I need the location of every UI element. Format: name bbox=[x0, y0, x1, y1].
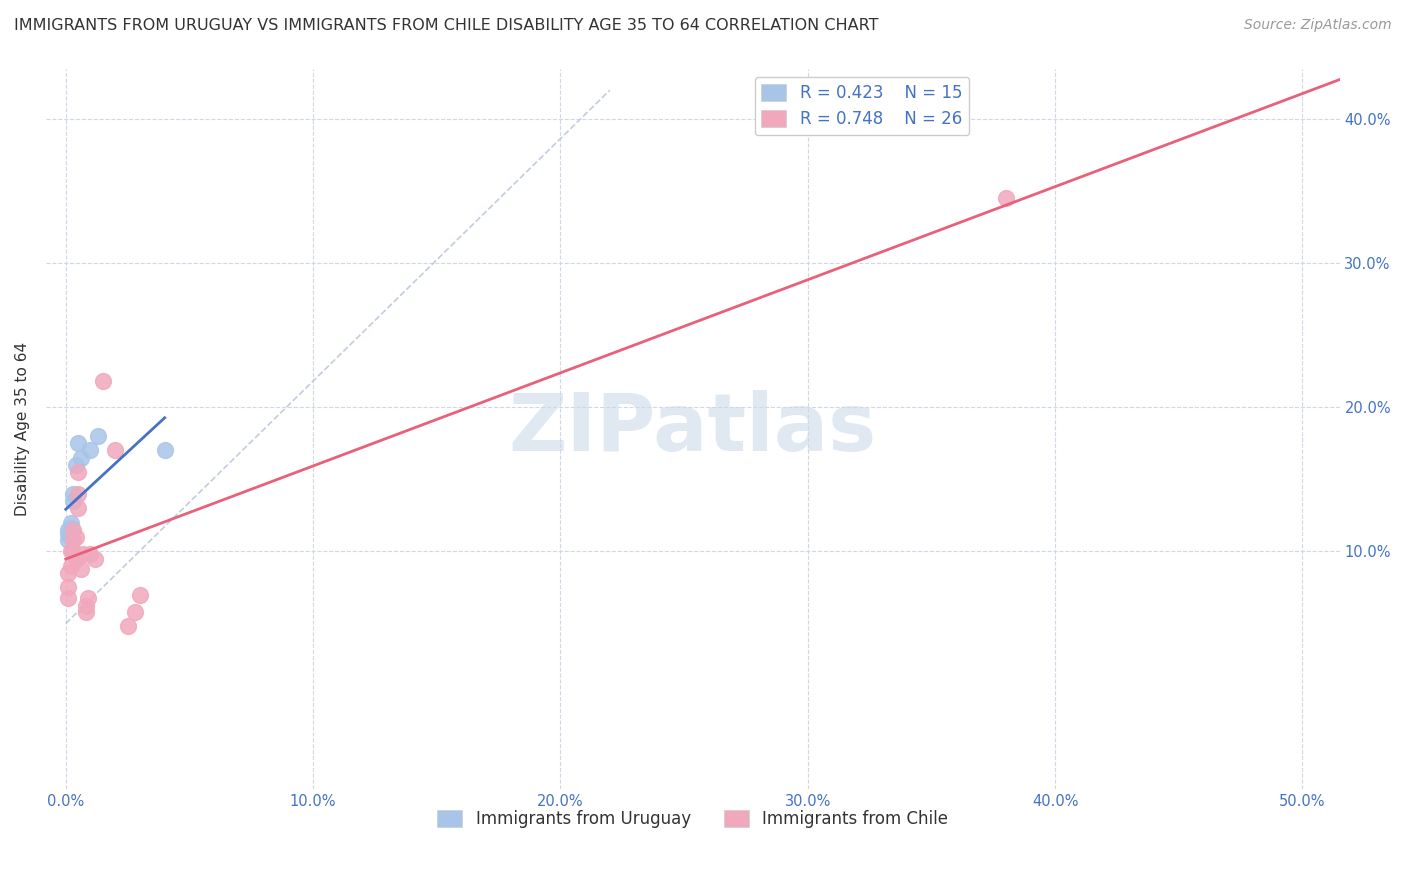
Point bbox=[58, 591, 80, 605]
Point bbox=[67, 487, 90, 501]
Point bbox=[62, 544, 84, 558]
Point bbox=[62, 487, 84, 501]
Point bbox=[65, 458, 87, 472]
Point bbox=[58, 533, 80, 547]
Point bbox=[77, 591, 100, 605]
Point bbox=[65, 530, 87, 544]
Point bbox=[58, 527, 80, 541]
Point bbox=[87, 429, 110, 443]
Y-axis label: Disability Age 35 to 64: Disability Age 35 to 64 bbox=[15, 342, 30, 516]
Point bbox=[994, 191, 1017, 205]
Point bbox=[58, 566, 80, 580]
Point bbox=[67, 465, 90, 479]
Point bbox=[117, 619, 139, 633]
Point bbox=[58, 523, 80, 537]
Legend: Immigrants from Uruguay, Immigrants from Chile: Immigrants from Uruguay, Immigrants from… bbox=[430, 804, 955, 835]
Point bbox=[59, 558, 82, 573]
Point bbox=[79, 547, 101, 561]
Point bbox=[62, 494, 84, 508]
Point bbox=[75, 605, 97, 619]
Point bbox=[59, 530, 82, 544]
Point bbox=[59, 521, 82, 535]
Point bbox=[62, 523, 84, 537]
Text: Source: ZipAtlas.com: Source: ZipAtlas.com bbox=[1244, 18, 1392, 32]
Point bbox=[67, 436, 90, 450]
Point bbox=[58, 581, 80, 595]
Text: IMMIGRANTS FROM URUGUAY VS IMMIGRANTS FROM CHILE DISABILITY AGE 35 TO 64 CORRELA: IMMIGRANTS FROM URUGUAY VS IMMIGRANTS FR… bbox=[14, 18, 879, 33]
Point bbox=[69, 450, 91, 465]
Point bbox=[59, 544, 82, 558]
Point bbox=[124, 605, 146, 619]
Point bbox=[104, 443, 127, 458]
Point bbox=[84, 551, 107, 566]
Point bbox=[72, 547, 94, 561]
Point bbox=[67, 501, 90, 516]
Point bbox=[59, 525, 82, 540]
Point bbox=[59, 516, 82, 530]
Point bbox=[62, 533, 84, 547]
Point bbox=[79, 443, 101, 458]
Point bbox=[91, 374, 114, 388]
Point bbox=[69, 562, 91, 576]
Text: ZIPatlas: ZIPatlas bbox=[509, 390, 877, 468]
Point bbox=[75, 599, 97, 614]
Point bbox=[129, 588, 152, 602]
Point bbox=[153, 443, 176, 458]
Point bbox=[65, 551, 87, 566]
